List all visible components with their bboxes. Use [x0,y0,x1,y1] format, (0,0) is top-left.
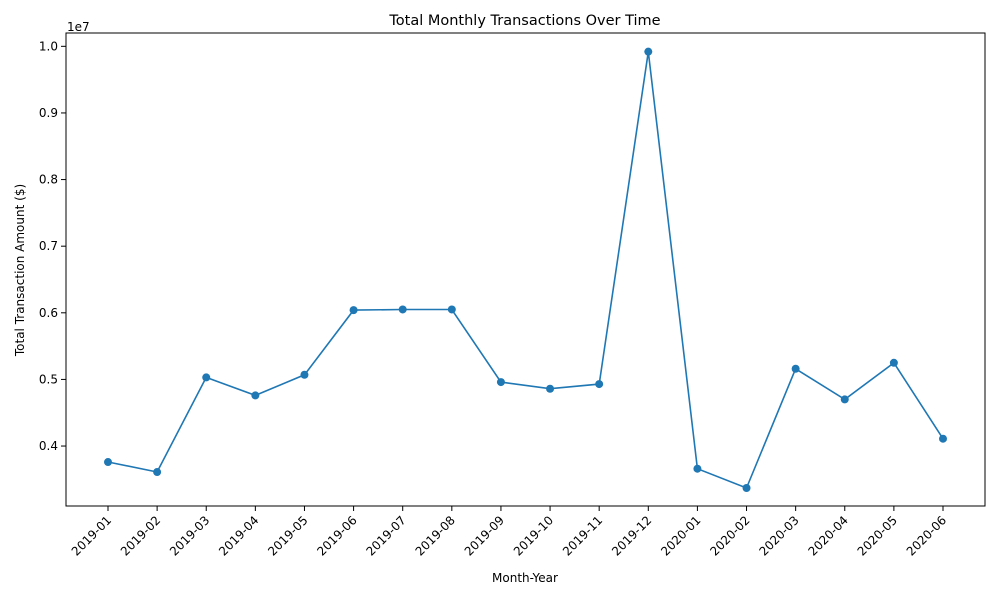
x-tick-label: 2020-01 [658,513,703,558]
y-tick-label: 0.6 [39,306,58,320]
series-line [107,51,944,490]
y-axis-label: Total Transaction Amount ($) [13,184,27,357]
x-tick-label: 2019-02 [118,513,163,558]
y-tick-label: 0.9 [39,106,58,120]
x-axis: 2019-01 2019-02 2019-03 2019-04 2019-05 2019-… [69,506,949,559]
data-point [742,484,751,493]
data-point [349,306,358,315]
chart-title: Total Monthly Transactions Over Time [388,13,660,29]
x-tick-label: 2019-01 [69,513,114,558]
x-tick-label: 2019-10 [511,513,556,558]
y-tick-label: 1.0 [39,39,58,53]
data-point [595,380,604,389]
x-tick-label: 2020-06 [904,513,949,558]
data-point [153,468,162,477]
x-tick-label: 2019-11 [560,513,605,558]
y-axis: 0.4 0.5 0.6 0.7 0.8 0.9 1.0 [39,39,66,453]
data-point [447,305,456,314]
y-tick-label: 0.8 [39,173,58,187]
x-tick-label: 2020-05 [855,513,900,558]
y-tick-label: 0.4 [39,439,58,453]
x-tick-label: 2020-02 [707,513,752,558]
x-tick-label: 2019-12 [609,513,654,558]
data-point [496,378,505,387]
data-point [398,305,407,314]
data-point [104,458,112,467]
data-point [644,47,653,56]
y-axis-offset-label: 1e7 [67,20,90,34]
x-tick-label: 2019-04 [216,513,261,558]
data-point [693,464,702,473]
x-tick-label: 2020-03 [756,513,801,558]
data-point [300,370,309,379]
x-axis-label: Month-Year [492,571,558,585]
x-tick-label: 2020-04 [806,513,851,558]
x-tick-label: 2019-08 [413,513,458,558]
x-tick-label: 2019-03 [167,513,212,558]
data-point [889,358,898,367]
y-tick-label: 0.5 [39,372,58,386]
series-group [104,47,947,493]
data-point [251,391,260,400]
x-tick-label: 2019-09 [462,513,507,558]
data-point [939,434,947,443]
x-tick-label: 2019-06 [314,513,359,558]
y-tick-label: 0.7 [39,239,58,253]
plot-frame [65,32,986,507]
data-point [840,395,849,404]
data-point [546,384,555,393]
x-tick-label: 2019-05 [265,513,310,558]
data-point [791,364,800,373]
x-tick-label: 2019-07 [363,513,408,558]
data-point [202,373,211,382]
